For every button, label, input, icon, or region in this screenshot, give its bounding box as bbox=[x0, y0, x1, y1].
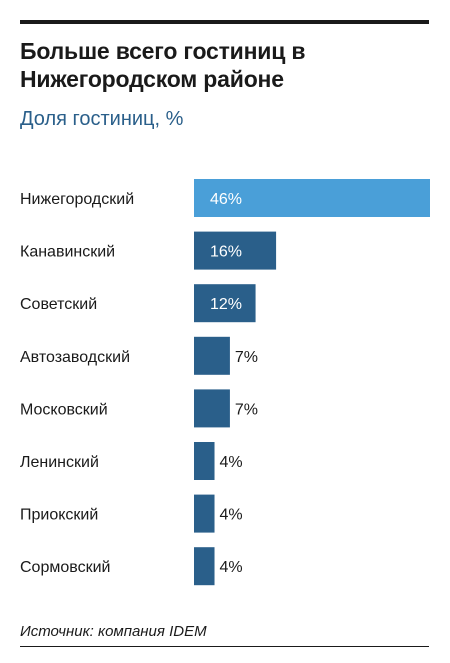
category-label: Московский bbox=[20, 401, 108, 418]
data-label: 16% bbox=[210, 244, 242, 261]
category-label: Советский bbox=[20, 296, 97, 313]
bar bbox=[194, 231, 277, 270]
category-label: Автозаводский bbox=[20, 349, 130, 366]
data-label: 4% bbox=[220, 507, 243, 524]
category-label: Сормовский bbox=[20, 559, 110, 576]
bar bbox=[194, 336, 230, 375]
category-label: Нижегородский bbox=[20, 191, 134, 208]
category-label: Приокский bbox=[20, 507, 98, 524]
data-label: 4% bbox=[220, 454, 243, 471]
bar bbox=[194, 547, 215, 586]
bar bbox=[194, 284, 256, 323]
category-label: Канавинский bbox=[20, 244, 115, 261]
bar bbox=[194, 442, 215, 480]
source-note: Источник: компания IDEM bbox=[20, 623, 207, 640]
bar bbox=[194, 494, 215, 533]
category-label: Ленинский bbox=[20, 454, 99, 471]
chart-title: Больше всего гостиниц в Нижегородском ра… bbox=[20, 38, 306, 92]
top-rule bbox=[20, 20, 429, 24]
data-label: 12% bbox=[210, 296, 242, 313]
data-label: 4% bbox=[220, 559, 243, 576]
data-label: 7% bbox=[235, 349, 258, 366]
data-label: 46% bbox=[210, 191, 242, 208]
bar bbox=[194, 179, 430, 217]
data-label: 7% bbox=[235, 401, 258, 418]
bar bbox=[194, 389, 230, 428]
source-rule bbox=[20, 646, 429, 647]
chart-subtitle: Доля гостиниц, % bbox=[20, 108, 184, 130]
